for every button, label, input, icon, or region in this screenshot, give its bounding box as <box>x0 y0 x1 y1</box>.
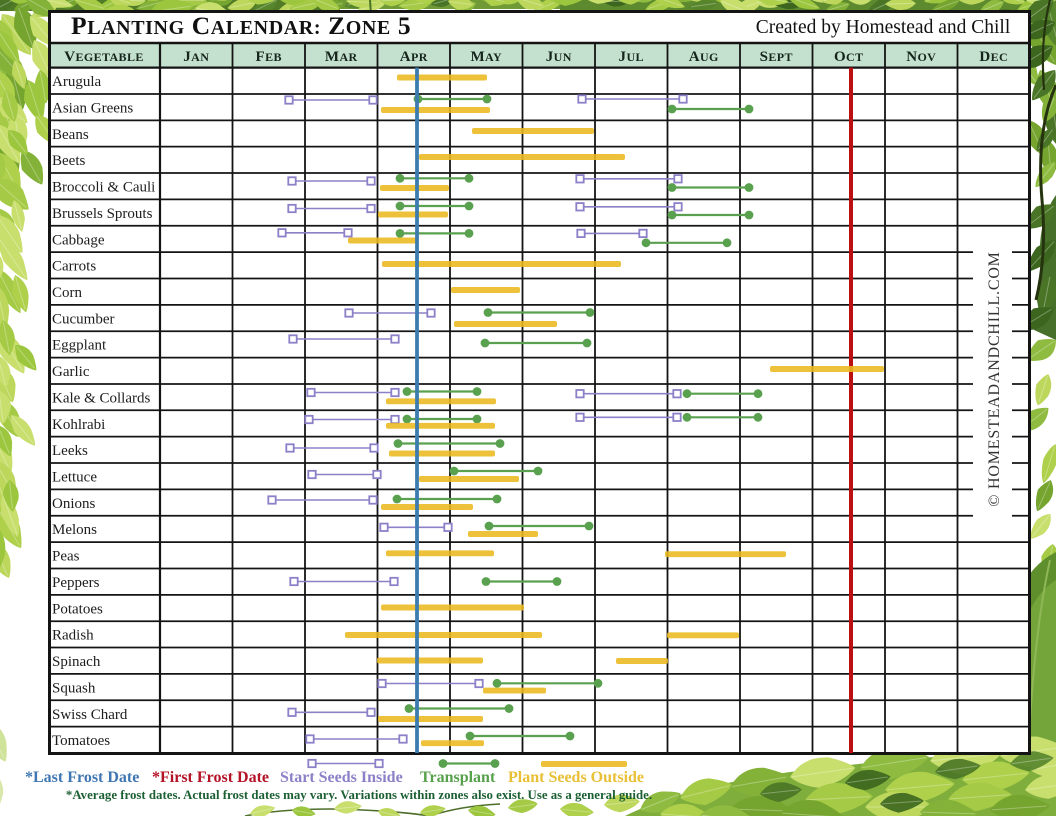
svg-text:NOV: NOV <box>906 49 936 65</box>
svg-text:SEPT: SEPT <box>760 49 793 65</box>
svg-text:Melons: Melons <box>52 522 97 538</box>
svg-text:Onions: Onions <box>52 496 96 512</box>
svg-text:JUN: JUN <box>546 49 572 65</box>
svg-text:*Average frost dates. Actual f: *Average frost dates. Actual frost dates… <box>66 788 652 802</box>
svg-text:Cucumber: Cucumber <box>52 311 114 327</box>
svg-text:Broccoli & Cauli: Broccoli & Cauli <box>52 180 155 196</box>
svg-text:Peppers: Peppers <box>52 575 100 591</box>
svg-text:MAR: MAR <box>325 49 358 65</box>
svg-text:Peas: Peas <box>52 549 80 565</box>
svg-text:Swiss Chard: Swiss Chard <box>52 707 128 723</box>
svg-text:Arugula: Arugula <box>52 74 101 90</box>
svg-text:Kale & Collards: Kale & Collards <box>52 390 150 406</box>
svg-text:© HOMESTEADANDCHILL.COM: © HOMESTEADANDCHILL.COM <box>986 251 1003 506</box>
svg-text:PLANTING CALENDAR: ZONE 5: PLANTING CALENDAR: ZONE 5 <box>71 11 411 40</box>
svg-text:*First Frost Date: *First Frost Date <box>152 769 269 786</box>
svg-text:Brussels Sprouts: Brussels Sprouts <box>52 206 153 222</box>
svg-text:Eggplant: Eggplant <box>52 338 107 354</box>
svg-text:Squash: Squash <box>52 680 96 696</box>
svg-text:APR: APR <box>400 49 428 65</box>
svg-text:VEGETABLE: VEGETABLE <box>64 49 144 65</box>
svg-text:Plant Seeds Outside: Plant Seeds Outside <box>508 769 644 786</box>
svg-text:Beets: Beets <box>52 153 85 169</box>
svg-text:JAN: JAN <box>183 49 209 65</box>
svg-text:Tomatoes: Tomatoes <box>52 733 110 749</box>
svg-text:Transplant: Transplant <box>420 769 496 786</box>
svg-text:Leeks: Leeks <box>52 443 88 459</box>
svg-text:Potatoes: Potatoes <box>52 601 103 617</box>
svg-text:Created by Homestead and Chill: Created by Homestead and Chill <box>756 17 1011 38</box>
svg-text:Beans: Beans <box>52 127 89 143</box>
svg-text:Start Seeds Inside: Start Seeds Inside <box>280 769 403 786</box>
svg-text:MAY: MAY <box>470 49 502 65</box>
svg-text:FEB: FEB <box>256 49 282 65</box>
svg-text:Lettuce: Lettuce <box>52 470 97 486</box>
svg-text:JUL: JUL <box>619 49 644 65</box>
svg-text:AUG: AUG <box>689 49 719 65</box>
svg-text:DEC: DEC <box>979 49 1008 65</box>
svg-text:Carrots: Carrots <box>52 259 96 275</box>
svg-text:Kohlrabi: Kohlrabi <box>52 417 105 433</box>
svg-text:Radish: Radish <box>52 628 94 644</box>
svg-text:Spinach: Spinach <box>52 654 101 670</box>
svg-text:Cabbage: Cabbage <box>52 232 105 248</box>
svg-text:Corn: Corn <box>52 285 83 301</box>
svg-text:Garlic: Garlic <box>52 364 90 380</box>
svg-text:OCT: OCT <box>834 49 864 65</box>
svg-text:*Last Frost Date: *Last Frost Date <box>25 769 139 786</box>
svg-text:Asian Greens: Asian Greens <box>52 100 133 116</box>
